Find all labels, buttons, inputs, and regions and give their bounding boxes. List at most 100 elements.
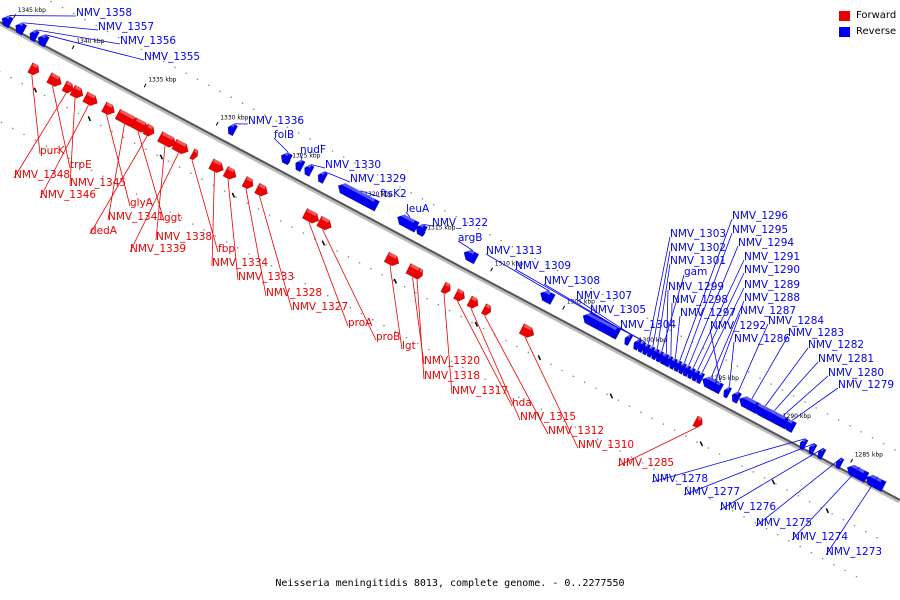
legend-reverse-label: Reverse <box>856 26 897 37</box>
grid-dot <box>500 239 503 242</box>
legend-forward: Forward <box>839 10 896 21</box>
gene-nmv-1298-body <box>664 355 674 368</box>
gene-leua-body <box>397 214 420 233</box>
grid-dot <box>167 160 170 162</box>
grid-dot <box>865 530 867 533</box>
gene-nmv-1302-leader <box>652 250 671 347</box>
grid-dot <box>246 202 248 204</box>
grid-dot <box>810 551 813 554</box>
grid-dot <box>151 54 154 57</box>
grid-dot <box>342 156 345 158</box>
grid-dot <box>641 462 644 464</box>
gene-nmv-1338-leader <box>155 145 166 241</box>
grid-dot <box>522 251 525 254</box>
grid-dot <box>792 395 795 397</box>
grid-dot <box>383 324 385 327</box>
grid-dot <box>347 255 350 258</box>
grid-dot <box>270 265 273 267</box>
gene-nmv-1296-shine <box>676 359 681 364</box>
grid-dot <box>826 413 829 415</box>
grid-dot <box>673 429 676 431</box>
grid-dot <box>628 405 631 408</box>
gene-ftsk2-body <box>337 182 381 212</box>
gene-nmv-1329 <box>317 170 329 185</box>
gene-ggt-leader <box>137 131 165 222</box>
gene-prob-leader <box>322 229 377 341</box>
gene-nmv-1289-label: NMV_1289 <box>744 279 800 291</box>
grid-dot <box>416 342 419 345</box>
track-mark <box>699 441 704 447</box>
gene-hda-shine <box>457 289 464 295</box>
grid-dot <box>763 477 766 479</box>
gene-trpe <box>46 72 62 87</box>
scale-tick <box>562 305 566 310</box>
gene-nmv-1334-body <box>208 158 224 174</box>
gene-deda-body <box>142 123 155 137</box>
gene-leua <box>397 212 420 233</box>
gene-nmv-1339-label: NMV_1339 <box>130 243 186 255</box>
gene-nmv-1339-shine <box>176 139 187 147</box>
grid-dot <box>653 468 655 470</box>
gene-nmv-1310-shine <box>523 324 533 331</box>
grid-dot <box>23 133 25 136</box>
gene-purk-label: purK <box>40 145 66 157</box>
grid-dot <box>106 30 109 33</box>
gene-nmv-1318-label: NMV_1318 <box>424 370 480 382</box>
grid-dot <box>765 527 768 530</box>
gene-nmv-1317-leader <box>443 294 453 395</box>
grid-dot <box>190 172 192 174</box>
gene-nmv-1336 <box>227 122 239 137</box>
gene-nmv-1301-body <box>651 348 661 361</box>
grid-dot <box>489 233 491 236</box>
grid-dot <box>640 411 642 414</box>
grid-dot <box>178 166 181 168</box>
gene-nmv-1345-label: NMV_1345 <box>70 177 126 189</box>
gene-nmv-1338 <box>156 131 177 148</box>
gene-proa-body <box>301 207 320 224</box>
gene-nmv-1298 <box>664 355 674 368</box>
gene-nmv-1329-leader <box>324 171 351 183</box>
gene-nmv-1333-label: NMV_1333 <box>238 271 294 283</box>
scale-tick-label: 1295 kbp <box>711 375 739 382</box>
gene-nmv-1304-body <box>637 341 647 354</box>
gene-nmv-1346 <box>82 91 98 107</box>
grid-dot <box>844 569 846 572</box>
grid-dot <box>477 227 480 230</box>
grid-dot <box>349 306 352 309</box>
gene-nmv-1348-body <box>61 80 74 94</box>
scale-tick-label: 1345 kbp <box>18 7 46 14</box>
grid-dot <box>797 495 800 497</box>
gene-nmv-1345-shine <box>74 85 82 92</box>
grid-dot <box>129 42 131 45</box>
gene-nmv-1357-leader <box>22 22 99 31</box>
gene-purk-body <box>27 62 40 76</box>
gene-nmv-1304-label: NMV_1304 <box>620 319 676 331</box>
grid-dot <box>399 186 401 188</box>
grid-dot <box>326 294 329 297</box>
track-mark <box>159 154 164 160</box>
gene-nmv-1291-shine <box>690 367 694 371</box>
grid-dot <box>354 162 356 164</box>
gene-nmv-1348-leader <box>13 93 67 179</box>
gene-purk-shine <box>32 63 39 69</box>
grid-dot <box>207 84 210 87</box>
grid-dot <box>619 450 621 452</box>
grid-dot <box>66 106 68 109</box>
gene-nmv-1355-label: NMV_1355 <box>144 51 200 63</box>
grid-dot <box>831 513 833 515</box>
gene-nmv-1315 <box>466 295 479 309</box>
gene-nmv-1276-label: NMV_1276 <box>720 501 776 513</box>
gene-nmv-1329-body <box>317 171 329 185</box>
gene-nmv-1346-shine <box>87 92 96 99</box>
grid-dot <box>853 524 856 527</box>
gene-nmv-1302 <box>646 345 656 359</box>
grid-dot <box>117 36 120 39</box>
axis-line <box>0 21 900 501</box>
gene-nmv-1318-leader <box>416 279 425 380</box>
gene-fbp-label: fbp <box>218 243 235 255</box>
gene-nmv-1290-label: NMV_1290 <box>744 264 800 276</box>
gene-nmv-1348-label: NMV_1348 <box>14 169 70 181</box>
gene-fbp-shine <box>194 149 198 153</box>
grid-dot <box>776 533 779 536</box>
grid-dot <box>162 60 165 63</box>
